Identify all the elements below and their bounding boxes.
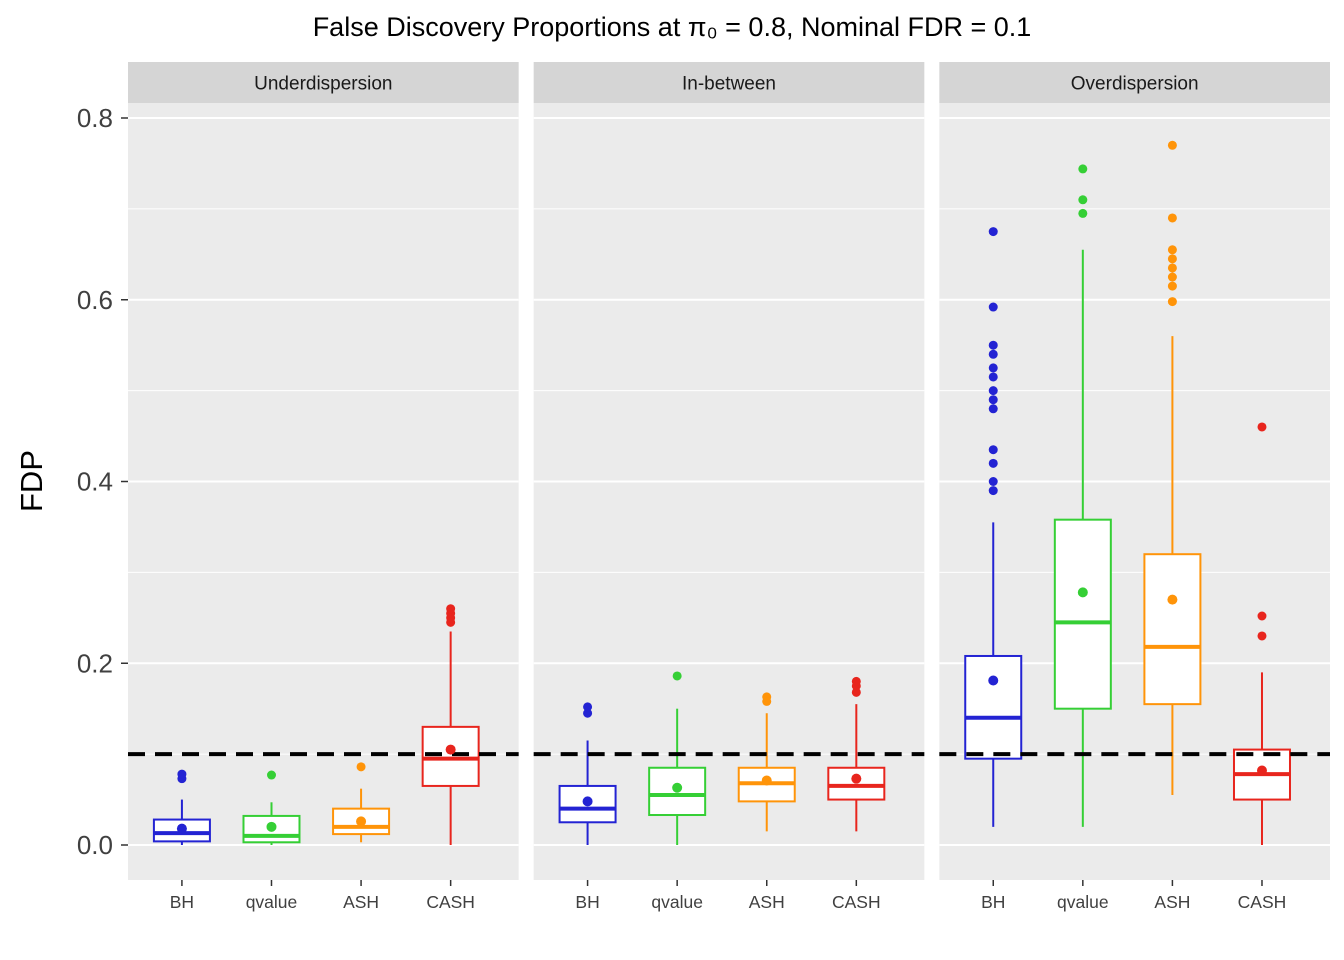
mean-point — [1256, 765, 1267, 776]
mean-point — [988, 675, 999, 686]
facet-strip-label: In-between — [682, 74, 776, 95]
outlier-point — [988, 486, 998, 496]
x-tick-label: CASH — [426, 892, 475, 912]
mean-point — [582, 796, 593, 807]
facet-strip — [128, 62, 519, 103]
chart-title: False Discovery Proportions at π₀ = 0.8,… — [312, 12, 1032, 42]
outlier-point — [988, 372, 998, 382]
outlier-point — [1078, 208, 1088, 218]
boxplot-qvalue — [1053, 249, 1112, 827]
mean-point — [672, 782, 683, 793]
iqr-box — [1053, 518, 1112, 710]
outlier-point — [988, 458, 998, 468]
outlier-point — [988, 227, 998, 237]
outlier-point — [1078, 164, 1088, 174]
outlier-point — [988, 386, 998, 396]
mean-point — [266, 821, 277, 832]
outlier-point — [1167, 213, 1177, 223]
outlier-point — [988, 395, 998, 405]
outlier-point — [356, 762, 366, 772]
outlier-point — [1167, 245, 1177, 255]
outlier-point — [1167, 254, 1177, 264]
iqr-box — [964, 654, 1023, 760]
outlier-point — [446, 604, 456, 614]
mean-point — [851, 773, 862, 784]
outlier-point — [851, 676, 861, 686]
x-tick-label: qvalue — [246, 892, 298, 912]
iqr-box — [1143, 553, 1202, 706]
outlier-point — [851, 687, 861, 697]
facet-strip-label: Underdispersion — [254, 74, 392, 95]
y-tick-label: 0.2 — [77, 648, 113, 678]
facet-in-between: In-between BH qvalue ASH CASH — [533, 62, 925, 912]
x-tick-label: qvalue — [651, 892, 703, 912]
x-tick-label: qvalue — [1057, 892, 1109, 912]
y-tick-label: 0.6 — [77, 285, 113, 315]
y-tick-label: 0.0 — [77, 830, 113, 860]
x-tick-label: BH — [981, 892, 1005, 912]
outlier-point — [266, 770, 276, 780]
y-tick-label: 0.4 — [77, 467, 113, 497]
x-tick-label: BH — [575, 892, 599, 912]
outlier-point — [988, 445, 998, 455]
boxplot-cash — [421, 631, 480, 845]
mean-point — [1077, 587, 1088, 598]
outlier-point — [1167, 263, 1177, 273]
mean-point — [445, 744, 456, 755]
x-tick-label: BH — [170, 892, 194, 912]
x-tick-label: CASH — [832, 892, 881, 912]
facet-underdispersion: Underdispersion BH qvalue ASH CASH — [128, 62, 519, 912]
outlier-point — [988, 363, 998, 373]
outlier-point — [988, 477, 998, 486]
facet-strip-label: Overdispersion — [1071, 74, 1199, 95]
panel-background — [533, 103, 925, 880]
facet-strip — [533, 62, 925, 103]
outlier-point — [762, 692, 772, 702]
outlier-point — [1167, 281, 1177, 291]
mean-point — [1167, 594, 1178, 605]
x-tick-label: ASH — [1154, 892, 1190, 912]
outlier-point — [988, 349, 998, 359]
outlier-point — [583, 702, 593, 712]
mean-point — [761, 775, 772, 786]
x-tick-label: ASH — [343, 892, 379, 912]
y-tick-label: 0.8 — [77, 103, 113, 133]
mean-point — [356, 816, 367, 827]
outlier-point — [583, 708, 593, 718]
outlier-point — [988, 340, 998, 350]
outlier-point — [177, 769, 187, 779]
outlier-point — [1257, 611, 1267, 621]
facet-strip — [939, 62, 1330, 103]
outlier-point — [1257, 422, 1267, 432]
boxplot-bh — [964, 522, 1023, 827]
boxplot-ash — [1143, 336, 1202, 796]
iqr-box — [421, 725, 480, 787]
outlier-point — [1167, 272, 1177, 282]
outlier-point — [1167, 297, 1177, 307]
x-tick-label: ASH — [749, 892, 785, 912]
outlier-point — [988, 404, 998, 414]
outlier-point — [672, 671, 682, 681]
facet-overdispersion: Overdispersion BH qvalue ASH CASH — [939, 62, 1330, 912]
outlier-point — [1257, 631, 1267, 641]
x-tick-label: CASH — [1238, 892, 1287, 912]
outlier-point — [1078, 195, 1088, 205]
outlier-point — [1167, 140, 1177, 150]
mean-point — [176, 823, 187, 834]
outlier-point — [988, 302, 998, 312]
